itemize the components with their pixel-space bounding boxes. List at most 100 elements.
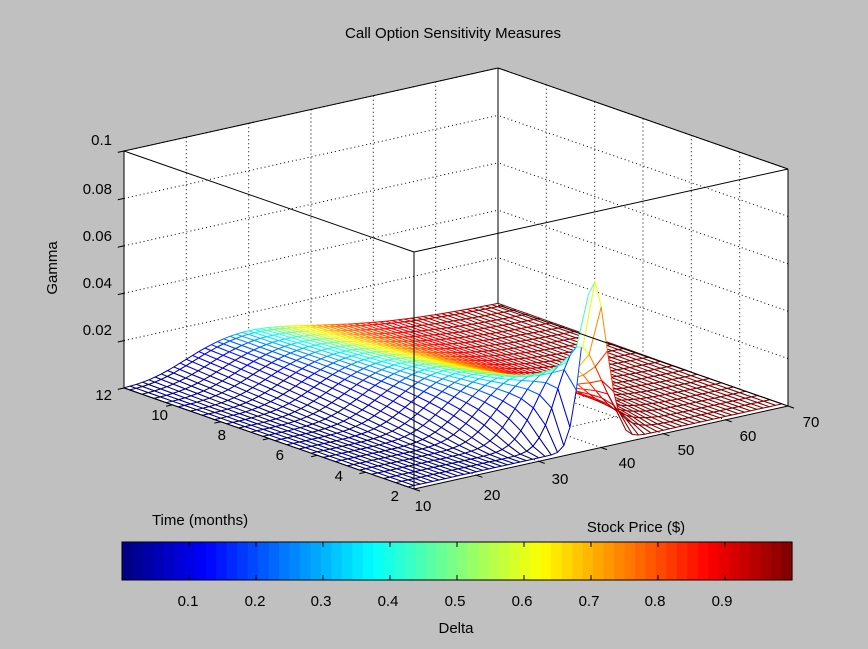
colorbar-segment [488,542,500,580]
colorbar-segment [582,542,594,580]
colorbar-tick-label: 0.4 [378,593,399,610]
colorbar-tick-label: 0.2 [245,593,266,610]
colorbar-segment [352,542,364,580]
colorbar-segment [771,542,783,580]
y-tick-label: 6 [276,447,284,464]
x-tick-label: 50 [678,442,695,459]
x-tick-mark [538,460,545,464]
colorbar-label: Delta [438,620,474,637]
colorbar-segment [373,542,385,580]
y-tick-mark [117,387,125,390]
colorbar-segment [258,542,270,580]
y-tick-mark [359,471,366,475]
colorbar-segment [132,542,144,580]
z-tick-mark [117,292,125,296]
colorbar-segment [425,542,437,580]
x-tick-mark [600,447,608,451]
colorbar-segment [331,542,343,580]
colorbar-segment [519,542,531,580]
colorbar-segment [687,542,699,580]
z-tick-label: 0.04 [83,275,112,292]
chart-title: Call Option Sensitivity Measures [345,25,561,42]
colorbar-segment [446,542,458,580]
colorbar-segment [666,542,678,580]
axis-edge [123,150,415,253]
colorbar-segment [655,542,667,580]
x-axis-label: Stock Price ($) [587,519,685,536]
colorbar-segment [404,542,416,580]
z-tick-label: 0.06 [83,228,112,245]
colorbar-segment [697,542,709,580]
colorbar-segment [624,542,636,580]
colorbar-segment [760,542,772,580]
colorbar-segment [268,542,280,580]
colorbar-segment [174,542,186,580]
z-tick-mark [117,197,125,201]
z-tick-mark [117,150,125,153]
z-tick-mark [117,340,125,343]
colorbar-tick-label: 0.1 [178,593,199,610]
colorbar-segment [279,542,291,580]
colorbar-segment [593,542,605,580]
colorbar-segment [614,542,626,580]
colorbar-segment [163,542,175,580]
colorbar-segment [394,542,406,580]
colorbar-segment [603,542,615,580]
colorbar-segment [750,542,762,580]
colorbar-tick-label: 0.9 [712,593,733,610]
colorbar-segment [310,542,322,580]
colorbar-segment [530,542,542,580]
x-tick-label: 30 [552,471,569,488]
y-tick-label: 10 [151,407,168,424]
colorbar-segment [216,542,228,580]
colorbar-segment [572,542,584,580]
x-tick-label: 70 [803,414,820,431]
colorbar-segment [477,542,490,580]
colorbar-segment [142,542,155,580]
colorbar-segment [457,542,469,580]
x-tick-label: 10 [415,498,432,515]
colorbar-segment [184,542,196,580]
colorbar [121,541,793,581]
colorbar-segment [708,542,720,580]
y-axis-label: Time (months) [152,512,248,529]
colorbar-segment [205,542,217,580]
y-tick-label: 4 [335,468,343,485]
colorbar-segment [561,542,573,580]
x-axis-ticks: 10 20 30 40 50 60 70 [415,414,820,515]
gamma-surface [123,281,783,488]
colorbar-segment [299,542,312,580]
colorbar-segment [781,542,793,580]
colorbar-tick-label: 0.6 [512,593,533,610]
axis-edge [497,304,789,407]
x-tick-mark [787,405,795,409]
colorbar-segment [645,542,657,580]
colorbar-segment [153,542,165,580]
z-axis-label: Gamma [44,241,61,295]
axis-edge [413,168,789,253]
colorbar-segment [498,542,510,580]
colorbar-segment [237,542,249,580]
colorbar-segment [122,542,134,580]
x-tick-mark [725,419,732,423]
colorbar-segment [320,542,332,580]
z-tick-label: 0.1 [91,132,112,149]
axes-box-front [117,150,795,492]
colorbar-segment [226,542,238,580]
z-tick-label: 0.08 [83,181,112,198]
back-pane [124,68,498,388]
colorbar-segment [509,542,521,580]
colorbar-segment [718,542,730,580]
y-axis-ticks: 2 4 6 8 10 12 [95,387,399,505]
colorbar-segment [247,542,259,580]
x-tick-mark [476,474,483,478]
colorbar-segment [289,542,301,580]
x-tick-label: 20 [484,487,501,504]
colorbar-segment [362,542,374,580]
y-tick-mark [262,438,270,441]
colorbar-segment [195,542,207,580]
colorbar-segment [729,542,741,580]
colorbar-tick-label: 0.8 [645,593,666,610]
colorbar-tick-label: 0.3 [311,593,332,610]
